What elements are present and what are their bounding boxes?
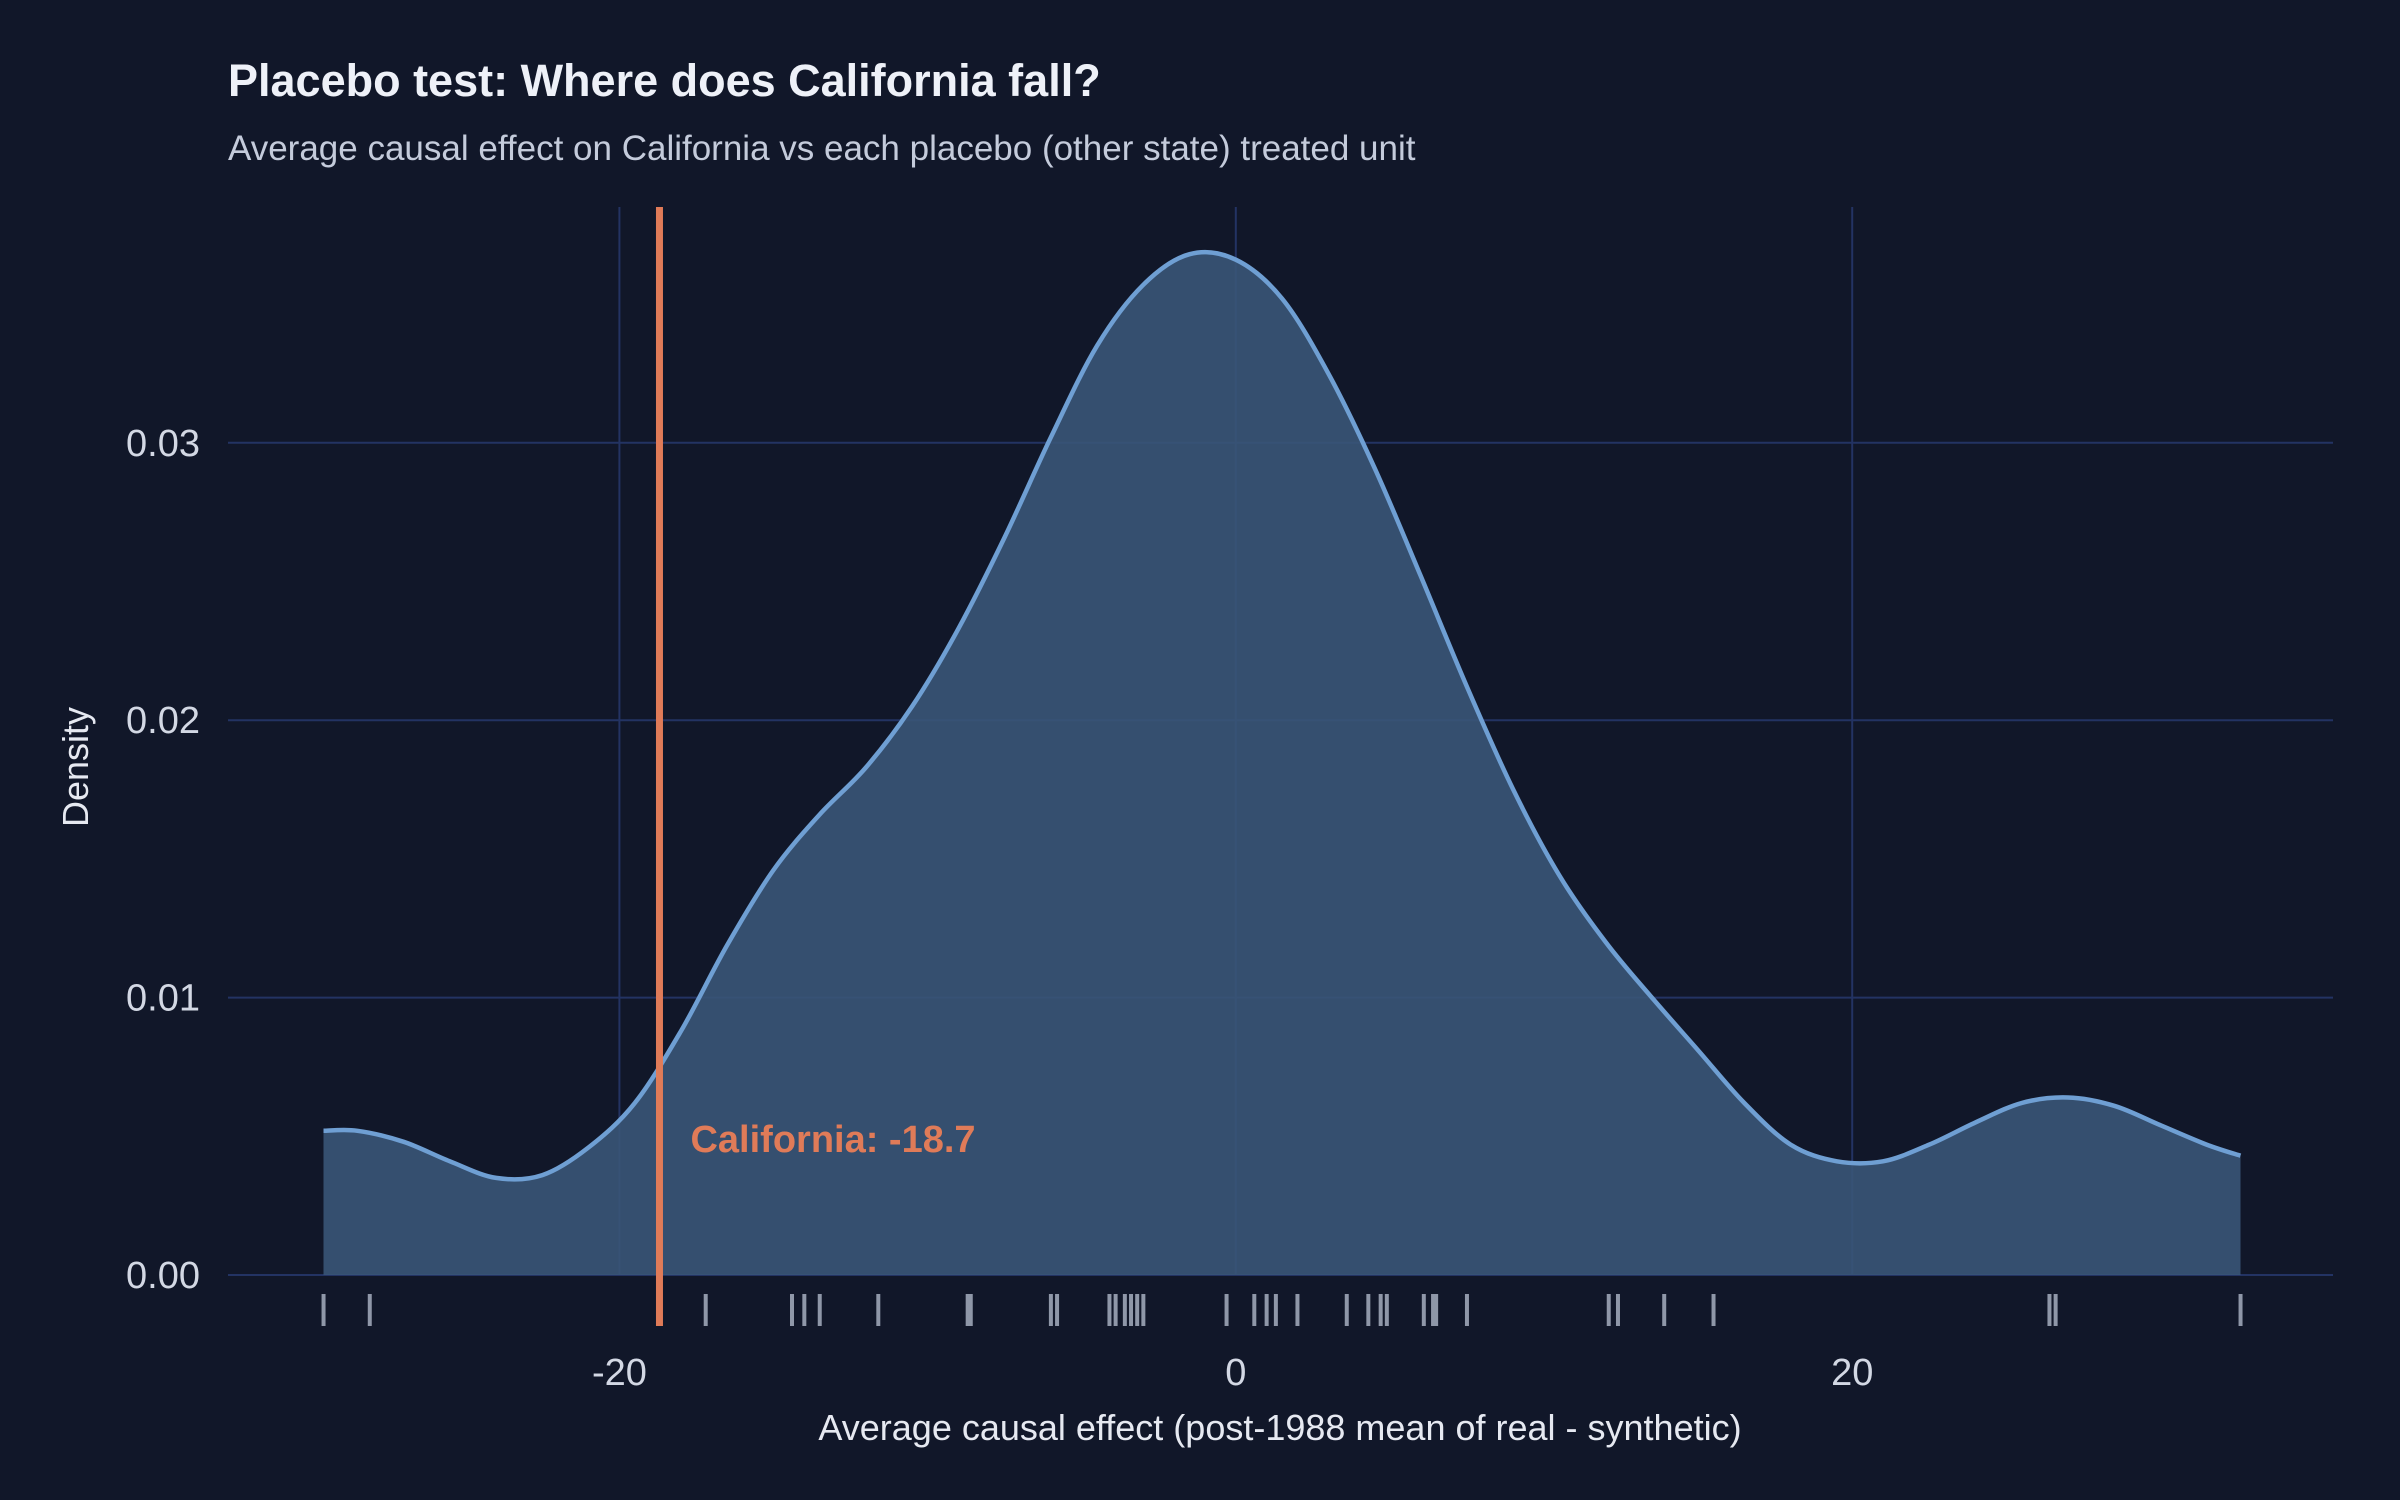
y-tick-label: 0.03 — [126, 423, 200, 465]
california-annotation: California: -18.7 — [690, 1119, 975, 1161]
x-tick-label: 20 — [1831, 1352, 1873, 1394]
chart-subtitle: Average causal effect on California vs e… — [228, 129, 1416, 168]
y-axis-title: Density — [55, 707, 96, 827]
y-tick-label: 0.01 — [126, 978, 200, 1020]
x-axis-title: Average causal effect (post-1988 mean of… — [818, 1407, 1741, 1448]
rug-marks — [321, 1294, 2243, 1326]
chart-title: Placebo test: Where does California fall… — [228, 55, 1101, 106]
reference-layer: California: -18.7 — [655, 207, 976, 1326]
tick-labels: 0.00 0.01 0.02 0.03 -20 0 20 — [126, 423, 1873, 1394]
y-tick-label: 0.02 — [126, 700, 200, 742]
density-area — [323, 252, 2241, 1275]
y-tick-label: 0.00 — [126, 1255, 200, 1297]
x-tick-label: 0 — [1225, 1352, 1246, 1394]
x-tick-label: -20 — [592, 1352, 647, 1394]
